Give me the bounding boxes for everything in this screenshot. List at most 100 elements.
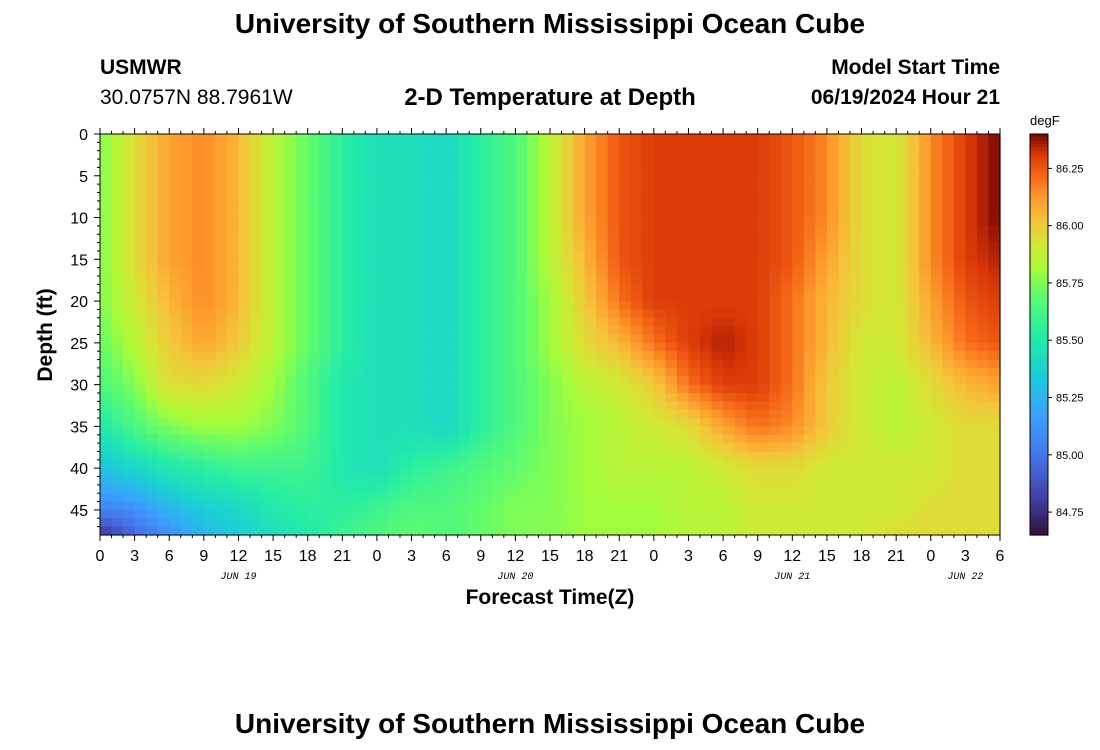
heatmap-cell: [700, 309, 713, 319]
heatmap-cell: [757, 384, 770, 394]
heatmap-cell: [203, 376, 216, 386]
heatmap-cell: [215, 376, 228, 386]
heatmap-cell: [307, 301, 320, 311]
heatmap-cell: [411, 418, 424, 427]
heatmap-cell: [850, 526, 863, 536]
heatmap-cell: [238, 509, 251, 519]
heatmap-cell: [134, 434, 147, 444]
colorbar-segment: [1030, 374, 1048, 379]
heatmap-cell: [688, 276, 701, 285]
heatmap-cell: [642, 443, 655, 453]
date-label: JUN 19: [220, 572, 256, 583]
heatmap-cell: [400, 409, 413, 419]
heatmap-cell: [711, 518, 724, 528]
heatmap-cell: [515, 509, 528, 519]
heatmap-cell: [250, 259, 263, 269]
heatmap-cell: [111, 317, 124, 327]
heatmap-cell: [919, 401, 932, 411]
heatmap-cell: [630, 426, 643, 436]
heatmap-cell: [607, 418, 620, 427]
heatmap-cell: [561, 200, 574, 210]
heatmap-cell: [342, 209, 355, 219]
heatmap-cell: [815, 359, 828, 369]
heatmap-cell: [746, 476, 759, 486]
heatmap-cell: [653, 217, 666, 227]
heatmap-cell: [100, 284, 113, 294]
heatmap-cell: [642, 209, 655, 219]
heatmap-cell: [250, 225, 263, 235]
heatmap-cell: [665, 484, 678, 494]
heatmap-cell: [861, 359, 874, 369]
heatmap-cell: [111, 150, 124, 160]
heatmap-cell: [550, 184, 563, 194]
heatmap-cell: [953, 234, 966, 244]
heatmap-cell: [469, 518, 482, 528]
heatmap-cell: [411, 234, 424, 244]
heatmap-cell: [584, 242, 597, 252]
heatmap-cell: [446, 376, 459, 386]
heatmap-cell: [792, 501, 805, 511]
heatmap-cell: [561, 267, 574, 277]
heatmap-cell: [988, 409, 1001, 419]
heatmap-cell: [388, 142, 401, 152]
heatmap-cell: [284, 509, 297, 519]
heatmap-cell: [861, 334, 874, 344]
heatmap-cell: [226, 367, 240, 377]
heatmap-cell: [157, 317, 170, 327]
heatmap-cell: [446, 351, 459, 361]
heatmap-cell: [642, 376, 655, 386]
heatmap-cell: [642, 250, 655, 260]
heatmap-cell: [596, 501, 609, 511]
heatmap-cell: [353, 326, 366, 336]
heatmap-cell: [203, 267, 216, 277]
heatmap-cell: [526, 142, 540, 152]
colorbar-segment: [1030, 177, 1048, 182]
heatmap-cell: [942, 342, 955, 352]
heatmap-cell: [769, 134, 782, 143]
heatmap-cell: [792, 493, 805, 503]
heatmap-cell: [180, 501, 193, 511]
heatmap-cell: [630, 468, 643, 478]
heatmap-cell: [700, 301, 713, 311]
heatmap-cell: [884, 167, 897, 177]
heatmap-cell: [423, 468, 436, 478]
heatmap-cell: [492, 200, 505, 210]
heatmap-cell: [111, 484, 124, 494]
heatmap-cell: [665, 259, 678, 269]
heatmap-cell: [457, 209, 470, 219]
heatmap-cell: [250, 150, 263, 160]
heatmap-cell: [273, 367, 286, 377]
heatmap-cell: [700, 392, 713, 402]
heatmap-cell: [376, 443, 390, 453]
heatmap-cell: [930, 418, 943, 427]
heatmap-cell: [100, 276, 113, 285]
heatmap-cell: [907, 493, 920, 503]
heatmap-cell: [111, 518, 124, 528]
heatmap-cell: [342, 234, 355, 244]
colorbar-segment: [1030, 297, 1048, 302]
heatmap-cell: [919, 309, 932, 319]
colorbar-segment: [1030, 150, 1048, 155]
heatmap-cell: [688, 209, 701, 219]
heatmap-cell: [803, 150, 816, 160]
colorbar-segment: [1030, 531, 1048, 536]
heatmap-cell: [180, 426, 193, 436]
heatmap-cell: [434, 409, 447, 419]
heatmap-cell: [746, 351, 759, 361]
heatmap-cell: [711, 309, 724, 319]
heatmap-cell: [873, 150, 886, 160]
heatmap-cell: [250, 367, 263, 377]
heatmap-cell: [215, 509, 228, 519]
heatmap-cell: [503, 468, 516, 478]
heatmap-cell: [457, 392, 470, 402]
heatmap-cell: [273, 326, 286, 336]
heatmap-cell: [700, 384, 713, 394]
heatmap-cell: [653, 284, 666, 294]
heatmap-cell: [353, 501, 366, 511]
heatmap-cell: [376, 409, 390, 419]
heatmap-cell: [480, 209, 493, 219]
heatmap-cell: [203, 518, 216, 528]
heatmap-cell: [353, 192, 366, 202]
heatmap-cell: [665, 367, 678, 377]
heatmap-cell: [342, 309, 355, 319]
